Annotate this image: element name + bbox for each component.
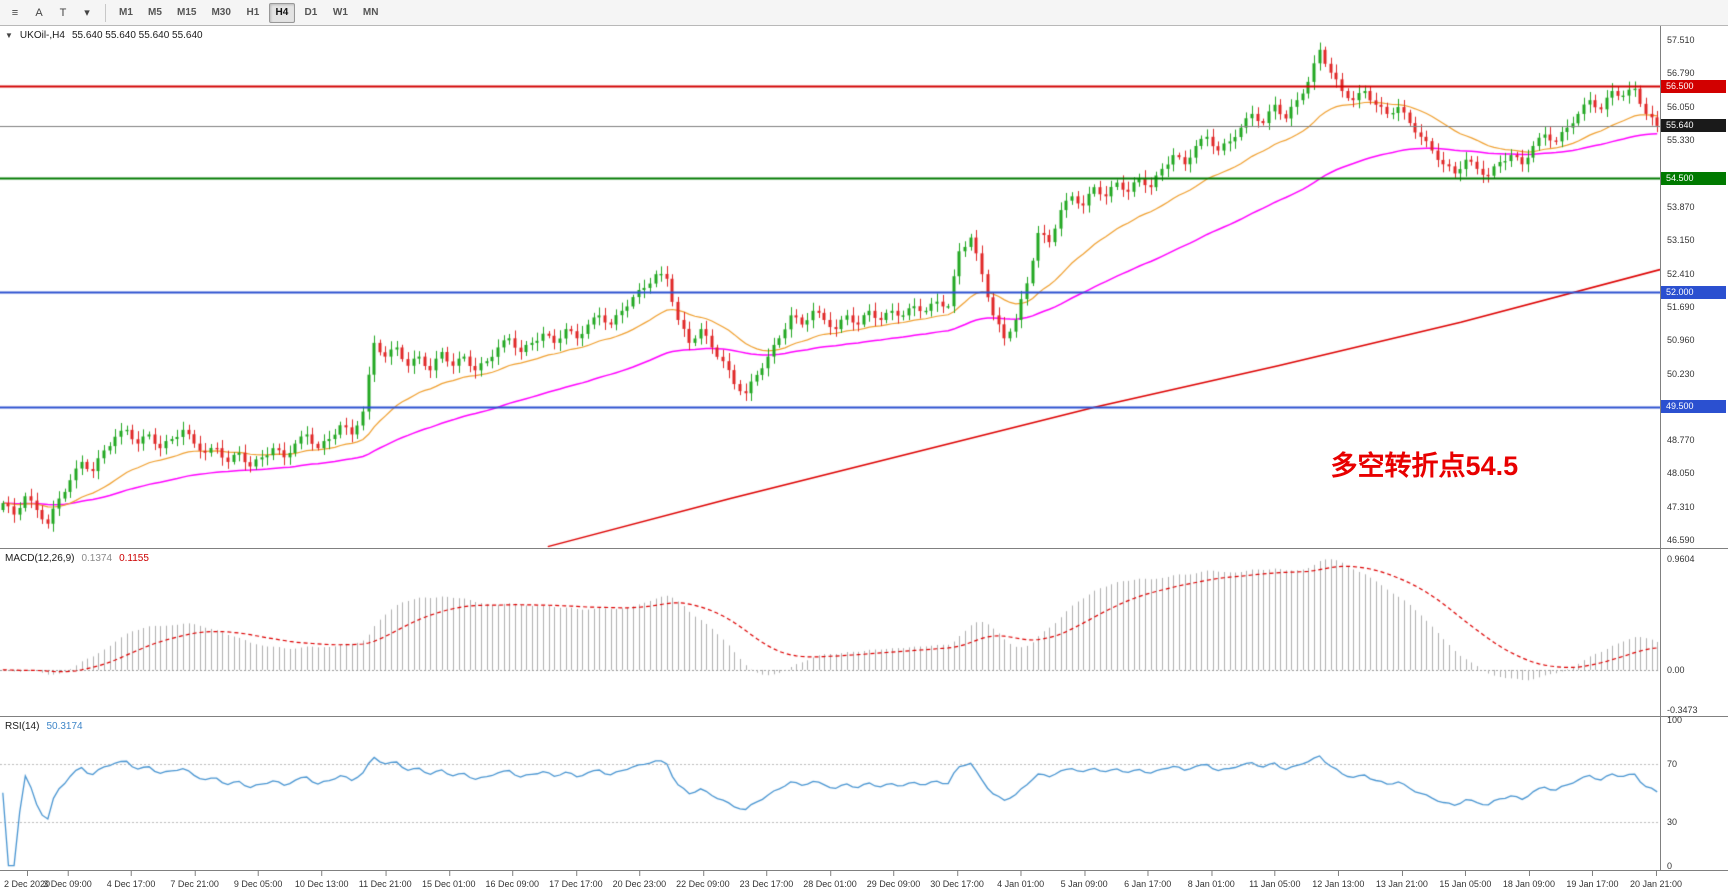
macd-panel: MACD(12,26,9) 0.1374 0.1155 0.9604 0.00 -0… [0,549,1728,717]
price-badge: 54.500 [1661,171,1726,185]
time-axis-label: 17 Dec 17:00 [549,871,603,889]
rsi-value: 50.3174 [46,721,83,732]
price-axis-label: 50.230 [1667,368,1695,379]
price-axis-label: 47.310 [1667,502,1695,513]
time-axis-label: 4 Dec 17:00 [106,871,156,889]
timeframe-h4-button[interactable]: H4 [268,2,295,23]
time-axis-label: 16 Dec 09:00 [485,871,540,889]
symbol-title: UKOil-,H4 [19,30,65,41]
timeframe-m15-button[interactable]: M15 [177,7,197,18]
rsi-canvas[interactable] [0,717,1660,870]
rsi-panel: RSI(14) 50.3174 100 70 30 0 [0,714,1728,871]
price-badge: 52.000 [1661,285,1726,299]
macd-axis[interactable]: 0.9604 0.00 -0.3473 [1660,549,1728,716]
cursor-tool-icon[interactable]: A [35,6,43,19]
timeframe-m30-button[interactable]: M30 [211,7,231,18]
price-axis-label: 55.330 [1667,135,1695,146]
price-axis-label: 51.690 [1667,301,1695,312]
rsi-axis-label: 100 [1667,714,1683,725]
time-axis-label: 29 Dec 09:00 [866,871,921,889]
indicators-dropdown-icon[interactable]: ▾ [84,7,90,19]
time-axis-label: 22 Dec 09:00 [676,871,730,889]
rsi-axis-label: 70 [1667,758,1678,769]
time-axis-label: 28 Dec 01:00 [803,871,857,889]
time-axis-label: 23 Dec 17:00 [739,871,794,889]
macd-header: MACD(12,26,9) 0.1374 0.1155 [5,553,149,564]
price-axis-label: 50.960 [1667,335,1695,346]
price-axis-label: 52.410 [1667,268,1695,279]
price-axis-label: 56.790 [1667,68,1695,79]
time-axis-label: 15 Jan 05:00 [1439,871,1492,889]
time-axis-label: 7 Dec 21:00 [170,871,219,889]
macd-value-signal: 0.1155 [119,553,149,564]
annotation-text: 多空转折点54.5 [1330,450,1519,481]
macd-canvas[interactable] [0,549,1660,716]
time-axis-label: 11 Jan 05:00 [1249,871,1301,889]
text-tool-icon[interactable]: T [59,6,67,19]
price-badge: 49.500 [1661,400,1726,414]
price-axis-label: 53.870 [1667,201,1695,212]
timeframe-w1-button[interactable]: W1 [332,7,348,18]
price-axis[interactable]: 57.510 56.790 56.050 55.330 53.870 53.150 52.4… [1660,26,1728,548]
time-axis-label: 12 Jan 13:00 [1312,871,1365,889]
price-badge: 56.500 [1661,79,1726,93]
toolbar-separator [105,3,106,22]
price-axis-label: 48.050 [1667,468,1695,479]
main-chart-panel: ▼ UKOil-,H4 55.640 55.640 55.640 55.640 … [0,26,1728,549]
timeframe-group: M1 M5 M15 M30 H1 H4 D1 W1 MN [113,2,384,23]
price-axis-label: 56.050 [1667,102,1695,113]
macd-axis-label: -0.3473 [1667,704,1698,715]
time-axis-label: 2 Dec 2020 [4,871,51,889]
time-axis-label: 20 Dec 23:00 [612,871,667,889]
time-axis-label: 9 Dec 05:00 [233,871,283,889]
collapse-chevron-icon[interactable]: ▼ [5,31,13,40]
toolbar: ≡ A T ▾ M1 M5 M15 M30 H1 H4 D1 W1 MN [0,0,1728,26]
time-axis-label: 19 Jan 17:00 [1566,871,1619,889]
macd-axis-label: 0.9604 [1667,554,1695,565]
chart-list-icon[interactable]: ≡ [11,6,19,19]
time-axis-label: 11 Dec 21:00 [358,871,412,889]
time-axis-label: 8 Jan 01:00 [1187,871,1235,889]
timeframe-m1-button[interactable]: M1 [119,7,133,18]
macd-label: MACD(12,26,9) [5,553,75,564]
price-axis-label: 57.510 [1667,35,1695,46]
main-chart-canvas[interactable] [0,26,1660,548]
price-axis-label: 46.590 [1667,535,1695,546]
time-axis-label: 5 Jan 09:00 [1060,871,1108,889]
price-badge: 55.640 [1661,119,1726,133]
timeframe-d1-button[interactable]: D1 [304,7,318,18]
time-axis-label: 18 Jan 09:00 [1502,871,1555,889]
tool-group: ≡ A T ▾ [4,3,98,23]
timeframe-m5-button[interactable]: M5 [148,7,162,18]
time-axis-label: 4 Jan 01:00 [997,871,1045,889]
time-axis-label: 30 Dec 17:00 [930,871,984,889]
time-axis-label: 15 Dec 01:00 [421,871,476,889]
time-axis-label: 13 Jan 21:00 [1375,871,1428,889]
chart-title-row: ▼ UKOil-,H4 55.640 55.640 55.640 55.640 [5,30,203,41]
price-axis-label: 48.770 [1667,435,1695,446]
price-axis-label: 53.150 [1667,234,1695,245]
time-axis-label: 3 Dec 09:00 [43,871,92,889]
macd-axis-label: 0.00 [1667,664,1685,675]
time-axis-label: 20 Jan 21:00 [1629,871,1683,889]
rsi-axis[interactable]: 100 70 30 0 [1660,714,1728,871]
macd-value-main: 0.1374 [81,553,113,564]
rsi-axis-label: 0 [1667,860,1673,871]
rsi-axis-label: 30 [1667,816,1678,827]
timeframe-mn-button[interactable]: MN [362,7,379,18]
rsi-label: RSI(14) [5,721,40,732]
time-axis-label: 6 Jan 17:00 [1124,871,1172,889]
time-axis-label: 10 Dec 13:00 [294,871,349,889]
ohlc-values: 55.640 55.640 55.640 55.640 [71,30,203,41]
timeframe-h1-button[interactable]: H1 [246,7,260,18]
time-axis[interactable]: 2 Dec 2020 3 Dec 09:00 4 Dec 17:00 7 Dec 21… [0,871,1728,895]
rsi-header: RSI(14) 50.3174 [5,721,83,732]
